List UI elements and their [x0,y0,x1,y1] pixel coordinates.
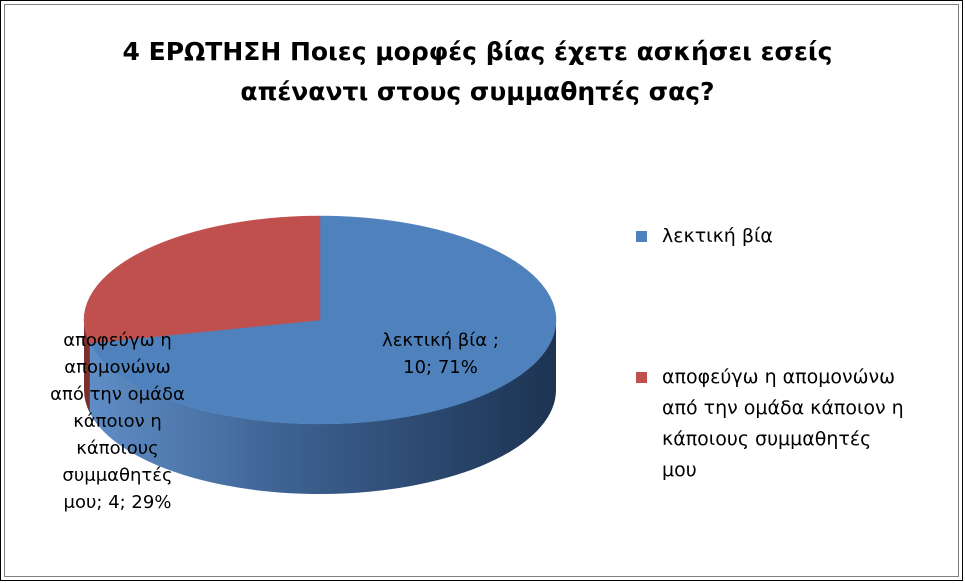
legend-label-line: από την ομάδα κάποιον η [662,397,904,419]
data-label-line: από την ομάδα [50,384,185,405]
legend-label: αποφεύγω η απομονώνω από την ομάδα κάποι… [662,362,962,486]
pie-slice-0 [89,215,557,425]
legend-label: λεκτική βία [662,221,962,252]
pie-side-0 [89,320,556,495]
data-label-line: αποφεύγω η [63,330,172,351]
legend-label-line: αποφεύγω η απομονώνω [662,366,896,388]
legend-label-line: μου [662,459,697,481]
legend-label-line: λεκτική βία [662,225,773,247]
pie-side-1 [84,320,90,414]
data-label-line: 10; 71% [403,357,478,378]
pie-slice-1 [83,215,321,344]
data-label-isolation: αποφεύγω η απομονώνω από την ομάδα κάποι… [20,327,215,516]
legend-label-line: κάποιους συμμαθητές [662,428,872,450]
data-label-line: λεκτική βία ; [382,330,499,351]
data-label-verbal: λεκτική βία ; 10; 71% [348,327,533,381]
data-label-line: κάποιους [76,438,159,459]
data-label-line: απομονώνω [64,357,171,378]
chart-title-line-1: 4 ΕΡΩΤΗΣΗ Ποιες μορφές βίας έχετε ασκήσε… [122,37,833,66]
legend-swatch [636,231,647,242]
data-label-line: συμμαθητές [62,465,173,486]
data-label-line: μου; 4; 29% [63,492,172,513]
data-label-line: κάποιον η [73,411,162,432]
chart-title-line-2: απέναντι στους συμμαθητές σας? [240,77,715,106]
legend-swatch [636,372,647,383]
chart-title: 4 ΕΡΩΤΗΣΗ Ποιες μορφές βίας έχετε ασκήσε… [60,32,895,112]
